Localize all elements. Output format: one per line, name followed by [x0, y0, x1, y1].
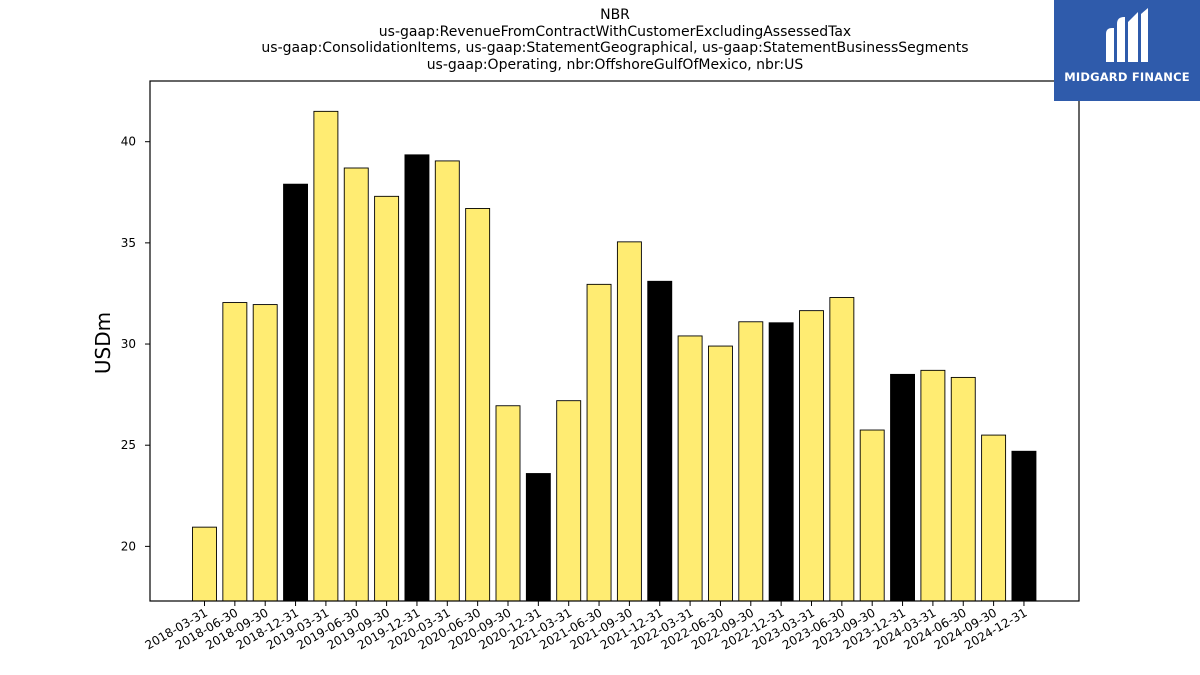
chart-title-line-4: us-gaap:Operating, nbr:OffshoreGulfOfMex…: [426, 56, 804, 73]
bar-2020-03-31: [434, 160, 460, 602]
bars-group: [192, 110, 1037, 602]
bar-2023-09-30: [859, 429, 885, 602]
y-tick-label: 20: [121, 539, 136, 553]
bar-2024-12-31: [1011, 450, 1037, 602]
bar-2021-12-31: [647, 280, 673, 602]
bar-2023-06-30: [829, 297, 855, 602]
bar-2019-06-30: [343, 167, 369, 602]
bar-2018-09-30: [252, 304, 278, 602]
bar-2018-03-31: [192, 526, 217, 602]
chart-title-line-2: us-gaap:RevenueFromContractWithCustomerE…: [378, 23, 852, 40]
bar-2020-09-30: [495, 405, 521, 602]
bar-2020-12-31: [525, 473, 551, 602]
bar-2019-12-31: [404, 154, 430, 602]
bar-2018-06-30: [222, 302, 248, 602]
plot-frame: [149, 80, 1080, 602]
bar-2022-12-31: [768, 322, 794, 602]
chart-title-line-1: NBR: [600, 7, 630, 23]
bar-2022-09-30: [738, 321, 764, 602]
chart-title-line-3: us-gaap:ConsolidationItems, us-gaap:Stat…: [261, 40, 969, 56]
y-tick-label: 25: [121, 438, 136, 452]
bar-2023-03-31: [799, 310, 824, 602]
bar-2021-06-30: [586, 283, 612, 602]
bar-2022-03-31: [677, 335, 703, 602]
y-tick-label: 40: [121, 135, 136, 149]
bar-2019-03-31: [313, 110, 339, 602]
x-axis: 2018-03-312018-06-302018-09-302018-12-31…: [143, 601, 1029, 652]
y-axis-label: USDm: [91, 312, 115, 374]
bar-2019-09-30: [374, 195, 400, 602]
logo-text: MIDGARD FINANCE: [1064, 70, 1190, 84]
midgard-finance-logo: MIDGARD FINANCE: [1054, 0, 1200, 101]
y-tick-label: 35: [121, 236, 136, 250]
y-tick-label: 30: [121, 337, 136, 351]
chart-title: NBR us-gaap:RevenueFromContractWithCusto…: [0, 7, 1200, 73]
bar-2022-06-30: [708, 345, 733, 602]
bar-2021-03-31: [556, 400, 582, 602]
midgard-logo-icon: [1106, 8, 1148, 62]
bar-2024-03-31: [920, 369, 946, 602]
bar-2023-12-31: [890, 373, 915, 602]
bar-2024-09-30: [981, 434, 1007, 602]
y-axis: 20 25 30 35 40: [121, 135, 150, 553]
bar-2020-06-30: [465, 208, 491, 602]
bar-2021-09-30: [616, 241, 642, 602]
bar-2018-12-31: [283, 183, 308, 602]
bar-2024-06-30: [950, 376, 976, 602]
